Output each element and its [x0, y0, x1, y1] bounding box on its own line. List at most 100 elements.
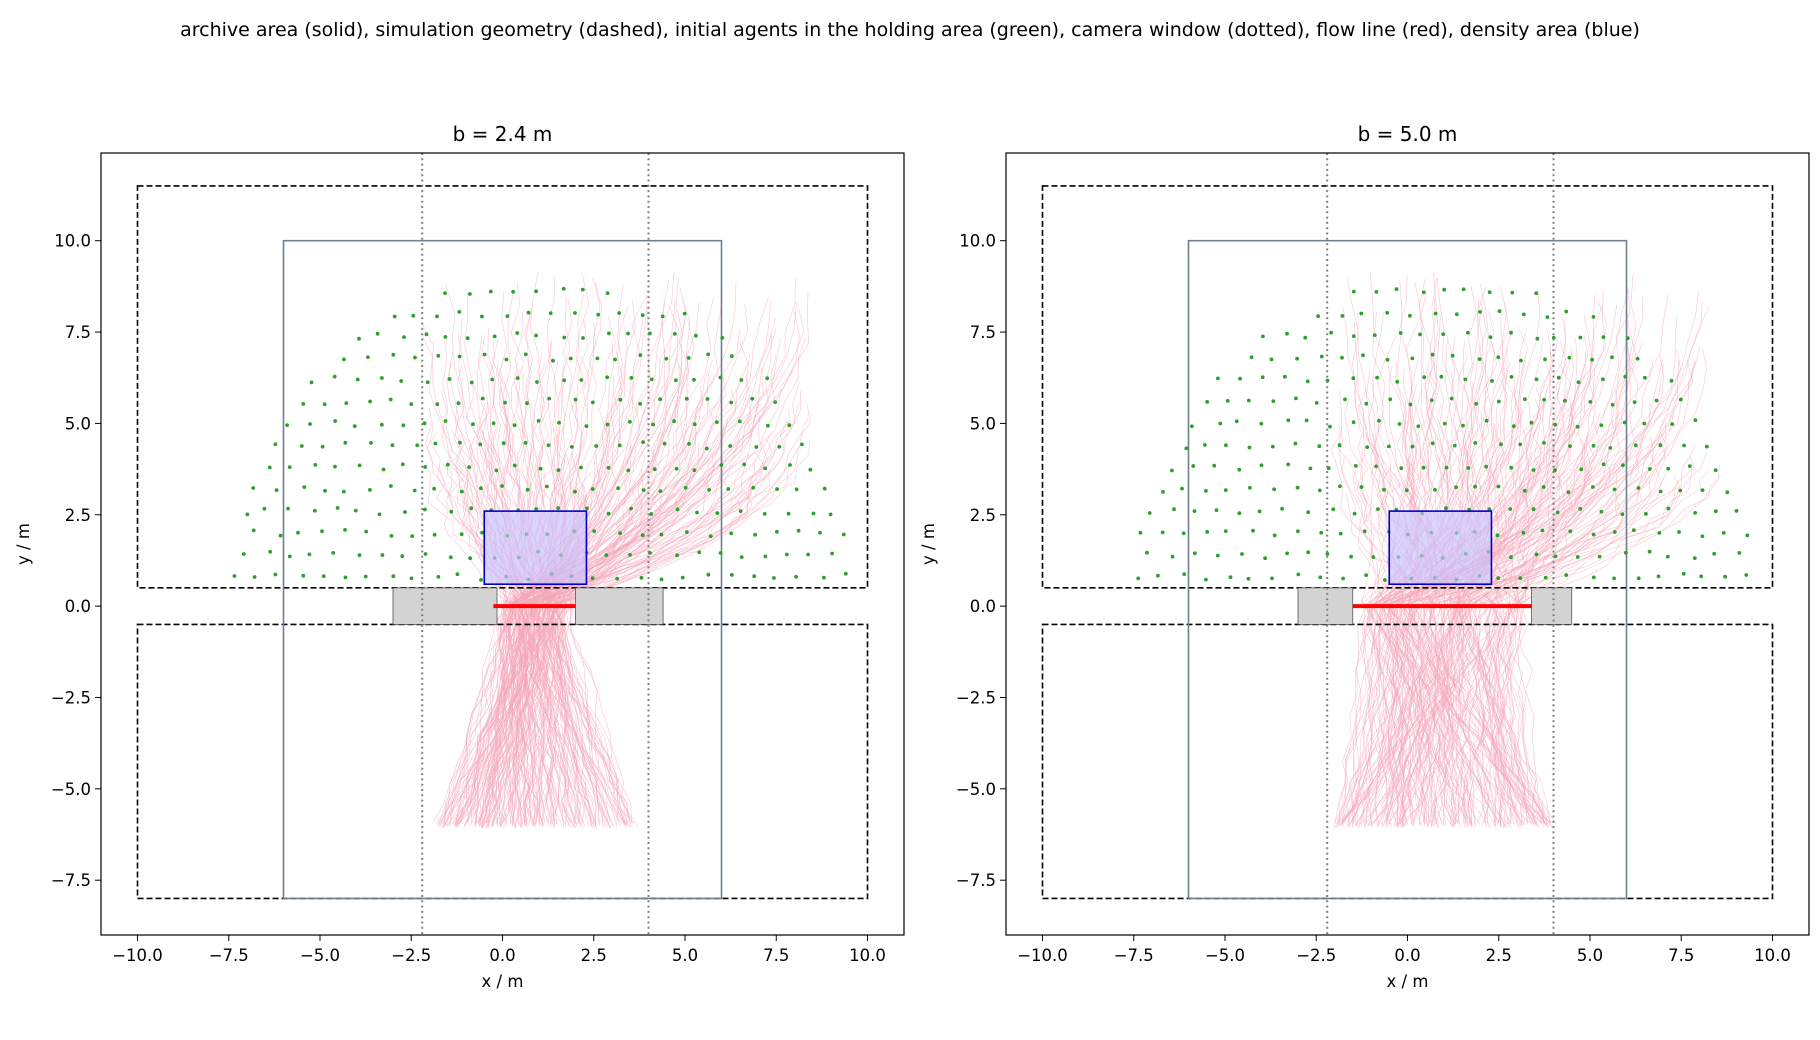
agent-point: [639, 575, 644, 580]
agent-point: [1317, 488, 1322, 493]
y-tick-label: 10.0: [959, 232, 996, 251]
agent-point: [400, 554, 405, 559]
agent-point: [1545, 315, 1550, 319]
agent-point: [335, 506, 340, 510]
agent-point: [1541, 485, 1546, 489]
agent-point: [456, 401, 461, 406]
agent-point: [1317, 444, 1322, 449]
agent-point: [1678, 397, 1683, 402]
agent-point: [1633, 443, 1638, 448]
agent-point: [729, 400, 734, 405]
agent-point: [752, 574, 757, 579]
agent-point: [1180, 486, 1184, 491]
agent-point: [1246, 398, 1251, 403]
agent-point: [1248, 485, 1252, 490]
agent-point: [1473, 484, 1477, 489]
agent-point: [786, 511, 791, 516]
agent-point: [1224, 443, 1228, 448]
agent-point: [638, 353, 643, 357]
agent-point: [1744, 573, 1749, 577]
agent-point: [592, 529, 597, 533]
agent-point: [818, 530, 822, 535]
agent-point: [1647, 549, 1652, 554]
agent-point: [1591, 443, 1596, 448]
agent-point: [471, 422, 475, 427]
trajectory-line: [424, 463, 570, 825]
agent-point: [1654, 398, 1659, 403]
agent-point: [1204, 577, 1208, 582]
x-tick-label: −5.0: [1205, 946, 1245, 965]
agent-point: [1353, 464, 1358, 468]
agent-point: [443, 419, 448, 423]
agent-point: [672, 419, 676, 424]
agent-point: [1377, 418, 1381, 423]
agent-point: [1591, 485, 1595, 489]
agent-point: [308, 422, 312, 426]
trajectory-lines: [420, 271, 811, 829]
agent-point: [1203, 443, 1207, 447]
agent-point: [1531, 507, 1536, 512]
agent-point: [1271, 399, 1276, 403]
agent-point: [1421, 465, 1426, 470]
agent-point: [1259, 463, 1264, 468]
agent-point: [465, 336, 470, 340]
agent-point: [320, 529, 324, 534]
agent-point: [458, 440, 462, 445]
agent-point: [1296, 572, 1301, 577]
agent-point: [1449, 396, 1454, 401]
agent-point: [1170, 468, 1174, 473]
x-tick-label: −7.5: [1114, 946, 1154, 965]
agent-point: [389, 534, 394, 538]
x-tick-label: −2.5: [1296, 946, 1336, 965]
agent-point: [1184, 446, 1189, 451]
agent-point: [605, 291, 610, 295]
y-tick-label: −7.5: [956, 871, 996, 890]
density-area-rect: [483, 510, 588, 585]
agent-point: [445, 462, 450, 467]
agent-point: [1588, 400, 1593, 404]
agent-point: [715, 420, 719, 424]
agent-point: [1579, 467, 1584, 472]
agent-point: [1359, 311, 1364, 316]
trajectory-line: [479, 459, 630, 826]
agent-point: [274, 488, 279, 492]
agent-point: [278, 533, 283, 538]
agent-point: [343, 575, 348, 580]
y-tick-label: 0.0: [65, 597, 91, 616]
agent-point: [534, 333, 538, 338]
trajectory-line: [1417, 353, 1630, 826]
trajectory-line: [1393, 463, 1473, 824]
agent-point: [692, 422, 697, 427]
y-tick-label: −7.5: [51, 871, 91, 890]
y-tick-label: 0.0: [970, 597, 996, 616]
agent-point: [1643, 375, 1647, 380]
bottleneck-wall: [575, 587, 664, 625]
panel-title: b = 5.0 m: [1358, 122, 1458, 146]
agent-point: [664, 356, 669, 361]
agent-point: [1721, 531, 1726, 535]
agent-point: [1190, 424, 1194, 429]
agent-point: [301, 402, 306, 406]
simulation-geometry-rect: [1041, 623, 1774, 900]
agent-point: [505, 314, 510, 318]
agent-point: [1522, 488, 1527, 493]
agent-point: [1329, 330, 1333, 335]
agent-point: [480, 530, 484, 535]
trajectory-line: [1384, 464, 1720, 824]
agent-point: [273, 442, 278, 447]
agent-point: [1496, 355, 1501, 360]
agent-point: [579, 378, 584, 382]
agent-point: [457, 354, 462, 359]
agent-point: [368, 488, 372, 492]
agent-point: [788, 463, 792, 467]
agent-point: [512, 423, 517, 428]
agent-point: [480, 314, 484, 319]
bottleneck-wall: [1531, 587, 1573, 625]
agent-point: [443, 291, 447, 295]
agent-point: [1223, 488, 1228, 492]
agent-point: [1624, 550, 1628, 555]
agent-point: [343, 528, 347, 532]
agent-point: [830, 551, 834, 556]
agent-point: [413, 355, 417, 360]
y-tick-label: 5.0: [970, 414, 996, 433]
